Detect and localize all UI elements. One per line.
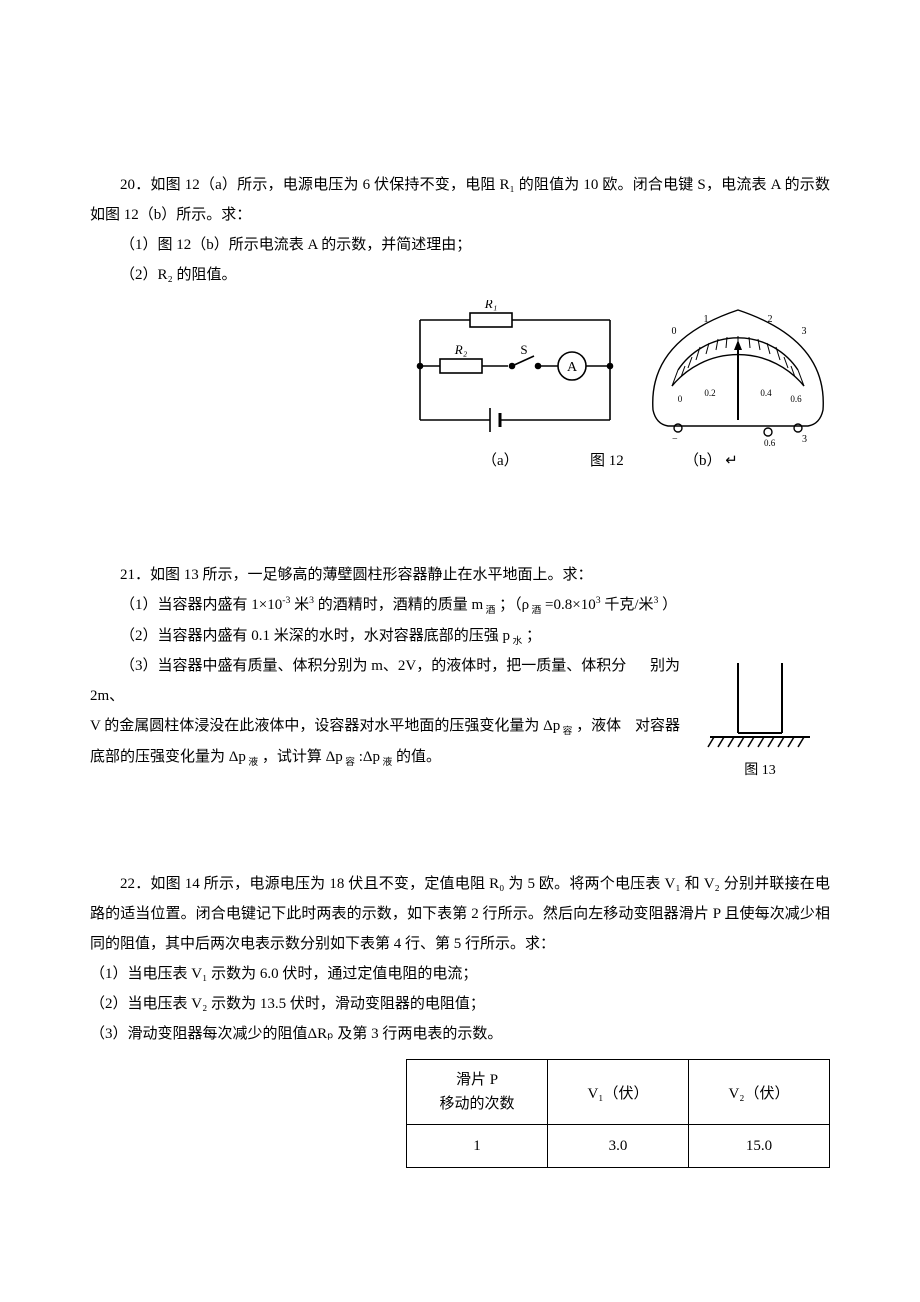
q22-table-wrap: 滑片 P 移动的次数 V₁（伏） V₂（伏） 1 3.0 15.0 — [90, 1059, 830, 1168]
q21-sub1-d: ；（ρ — [499, 597, 529, 613]
meter-top-2: 2 — [768, 314, 773, 325]
meter-term-06: 0.6 — [764, 438, 776, 448]
r1-label: R₁ — [484, 300, 497, 311]
th-v1: V₁（伏） — [548, 1060, 689, 1125]
q21-sub1-f: 千克/米 — [604, 597, 653, 613]
q21-sub1-e: =0.8×10 — [545, 597, 596, 613]
r2-label: R₂ — [454, 342, 468, 357]
q21-sub-jiu-a: 酒 — [483, 605, 495, 616]
q21-sub3-line3-right: 对容器 — [635, 711, 680, 741]
question-20: 20．如图 12（a）所示，电源电压为 6 伏保持不变，电阻 R₁ 的阻值为 1… — [90, 170, 830, 470]
q21-sub1: （1）当容器内盛有 1×10-3 米3 的酒精时，酒精的质量 m 酒 ；（ρ 酒… — [90, 590, 830, 621]
th-slider-l2: 移动的次数 — [439, 1096, 514, 1112]
q22-sub3: （3）滑动变阻器每次减少的阻值ΔRₚ 及第 3 行两电表的示数。 — [90, 1019, 830, 1049]
q21-sub3-line4b: ，试计算 Δp — [262, 749, 343, 765]
figure-12-label: 图 12 — [590, 449, 624, 470]
q21-sub3-line4c: :Δp — [359, 749, 380, 765]
q22-sub1: （1）当电压表 V₁ 示数为 6.0 伏时，通过定值电阻的电流； — [90, 959, 830, 989]
q21-sub1-c: 的酒精时，酒精的质量 m — [318, 597, 483, 613]
figure-12-a-label: （a） — [482, 449, 519, 470]
q21-exp-m3-a: -3 — [282, 595, 290, 606]
q21-sub-rong-b: 容 — [343, 757, 355, 768]
q21-sub1-g: ） — [662, 597, 677, 613]
meter-bot-1: 0.2 — [704, 388, 715, 398]
q20-sub2: （2）R₂ 的阻值。 — [90, 260, 830, 290]
meter-top-1: 1 — [704, 314, 709, 325]
ammeter-label: A — [567, 360, 578, 375]
q21-sub-rong-a: 容 — [560, 726, 572, 737]
q21-sub1-b: 米 — [294, 597, 309, 613]
q22-stem: 22．如图 14 所示，电源电压为 18 伏且不变，定值电阻 R₀ 为 5 欧。… — [90, 869, 830, 959]
meter-bot-0: 0 — [678, 394, 683, 404]
q21-sub3-head: （3）当容器中盛有质量、体积分别为 m、2V，的液体时，把一质量、体积分 — [120, 658, 626, 674]
q22-sub2: （2）当电压表 V₂ 示数为 13.5 伏时，滑动变阻器的电阻值； — [90, 989, 830, 1019]
table-row: 1 3.0 15.0 — [407, 1125, 830, 1168]
figure-13-caption: 图 13 — [690, 759, 830, 779]
q21-sub2-a: （2）当容器内盛有 0.1 米深的水时，水对容器底部的压强 p — [120, 628, 510, 644]
q21-sub3-line3b: ，液体 — [576, 718, 621, 734]
meter-bot-2: 0.4 — [760, 388, 772, 398]
question-21: 21．如图 13 所示，一足够高的薄壁圆柱形容器静止在水平地面上。求： （1）当… — [90, 560, 830, 779]
q21-sub3-line4a: 底部的压强变化量为 Δp — [90, 749, 246, 765]
meter-top-3: 3 — [802, 326, 807, 337]
meter-bot-3: 0.6 — [790, 394, 802, 404]
q21-exp3-c: 3 — [654, 595, 659, 606]
figure-12-b-label: （b） ↵ — [684, 449, 738, 470]
q21-sub1-a: （1）当容器内盛有 1×10 — [120, 597, 282, 613]
meter-term-3: 3 — [802, 434, 807, 445]
switch-label: S — [520, 342, 527, 357]
q21-exp3-b: 3 — [596, 595, 601, 606]
table-row: 滑片 P 移动的次数 V₁（伏） V₂（伏） — [407, 1060, 830, 1125]
q21-sub3-line3a: V 的金属圆柱体浸没在此液体中，设容器对水平地面的压强变化量为 Δp — [90, 718, 560, 734]
q21-sub-jiu-b: 酒 — [529, 605, 541, 616]
th-v2: V₂（伏） — [689, 1060, 830, 1125]
q21-exp3-a: 3 — [309, 595, 314, 606]
q21-sub3-line4d: 的值。 — [396, 749, 441, 765]
figure-13: 图 13 — [690, 655, 830, 779]
q21-sub-ye-b: 液 — [380, 757, 392, 768]
figure-13-svg — [700, 655, 820, 755]
q21-sub2-b: ； — [526, 628, 541, 644]
q21-sub2: （2）当容器内盛有 0.1 米深的水时，水对容器底部的压强 p 水 ； — [90, 621, 830, 652]
q21-sub-ye-a: 液 — [246, 757, 258, 768]
q21-sub3-line2-left: 2m、 — [90, 688, 124, 704]
meter-term-neg: − — [672, 434, 678, 445]
th-slider-l1: 滑片 P — [456, 1072, 498, 1088]
th-slider: 滑片 P 移动的次数 — [407, 1060, 548, 1125]
q22-table: 滑片 P 移动的次数 V₁（伏） V₂（伏） 1 3.0 15.0 — [406, 1059, 830, 1168]
question-22: 22．如图 14 所示，电源电压为 18 伏且不变，定值电阻 R₀ 为 5 欧。… — [90, 869, 830, 1168]
q21-stem: 21．如图 13 所示，一足够高的薄壁圆柱形容器静止在水平地面上。求： — [90, 560, 830, 590]
cell-v2: 15.0 — [689, 1125, 830, 1168]
q20-sub1: （1）图 12（b）所示电流表 A 的示数，并简述理由； — [90, 230, 830, 260]
figure-12-wrap: R₁ R₂ S A — [90, 290, 830, 470]
figure-12: R₁ R₂ S A — [400, 300, 830, 470]
q21-sub3-tail-right: 别为 — [650, 651, 680, 681]
cell-v1: 3.0 — [548, 1125, 689, 1168]
q21-sub-shui: 水 — [510, 636, 522, 647]
cell-n: 1 — [407, 1125, 548, 1168]
meter-top-0: 0 — [672, 326, 677, 337]
q20-stem: 20．如图 12（a）所示，电源电压为 6 伏保持不变，电阻 R₁ 的阻值为 1… — [90, 170, 830, 230]
figure-12-svg: R₁ R₂ S A — [400, 300, 830, 450]
